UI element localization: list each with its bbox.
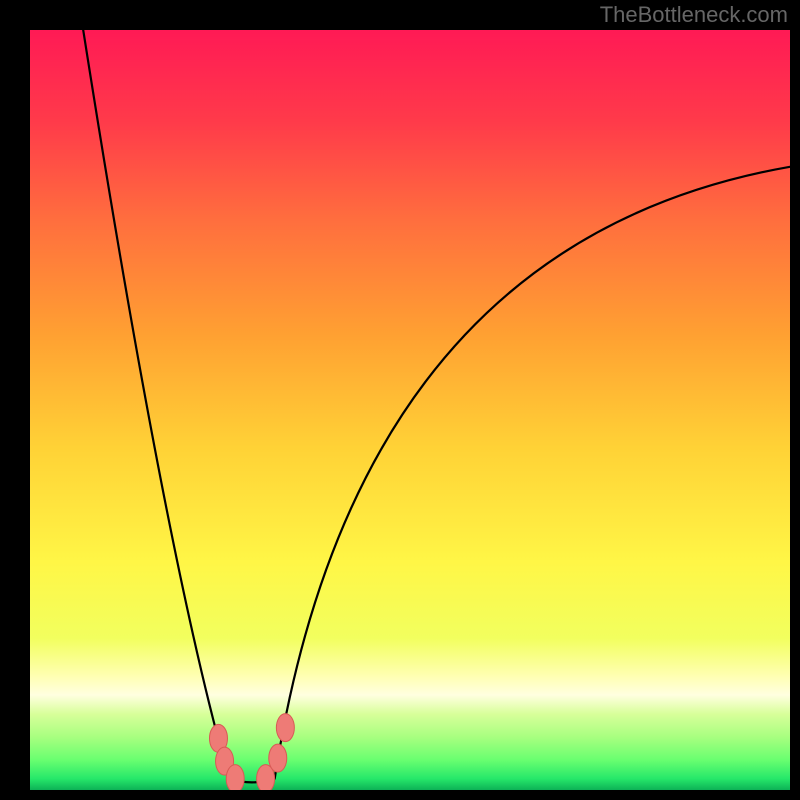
plot-area bbox=[30, 30, 790, 790]
chart-svg bbox=[30, 30, 790, 790]
valley-marker bbox=[226, 765, 244, 790]
watermark-text: TheBottleneck.com bbox=[600, 2, 788, 28]
valley-marker bbox=[269, 744, 287, 772]
gradient-background bbox=[30, 30, 790, 790]
valley-marker bbox=[276, 714, 294, 742]
